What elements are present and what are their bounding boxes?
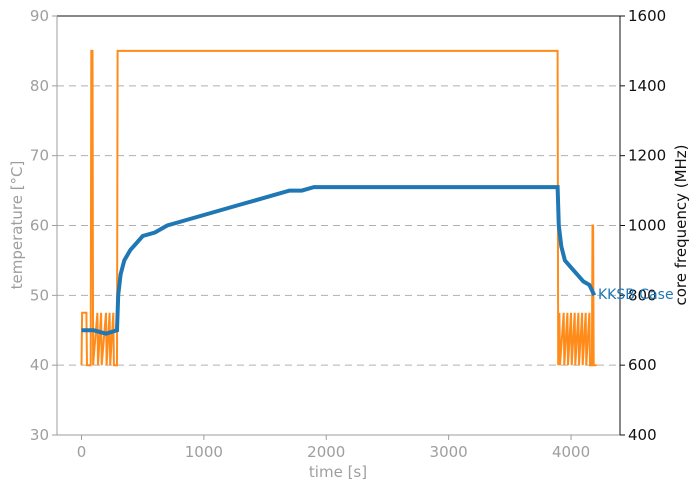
x-axis-label: time [s] xyxy=(309,463,367,481)
temperature-line xyxy=(81,185,597,336)
temperature-series-label: KKSB Case xyxy=(598,287,674,303)
left-tick-label: 80 xyxy=(30,77,49,95)
left-tick-label: 50 xyxy=(30,286,49,304)
frequency-line xyxy=(80,49,597,367)
right-tick-label: 1600 xyxy=(628,7,666,25)
x-tick-label: 0 xyxy=(77,443,87,461)
gridlines xyxy=(57,85,620,366)
x-tick-label: 4000 xyxy=(552,443,590,461)
frequency-series xyxy=(80,49,597,367)
right-tick-label: 800 xyxy=(628,286,657,304)
right-axis-label: core frequency (MHz) xyxy=(672,144,690,305)
x-tick-label: 1000 xyxy=(185,443,223,461)
ticks: 0 1000 2000 3000 4000 30 40 50 60 70 80 90 400 600 800… xyxy=(30,7,666,461)
right-tick-label: 600 xyxy=(628,356,657,374)
right-tick-label: 1200 xyxy=(628,147,666,165)
right-tick-label: 1400 xyxy=(628,77,666,95)
left-tick-label: 30 xyxy=(30,426,49,444)
temperature-series xyxy=(81,185,597,336)
right-tick-label: 1000 xyxy=(628,217,666,235)
left-tick-label: 70 xyxy=(30,147,49,165)
left-tick-label: 40 xyxy=(30,356,49,374)
x-tick-label: 3000 xyxy=(430,443,468,461)
left-tick-label: 90 xyxy=(30,7,49,25)
right-tick-label: 400 xyxy=(628,426,657,444)
left-tick-label: 60 xyxy=(30,217,49,235)
left-axis-label: temperature [°C] xyxy=(8,161,26,290)
x-tick-label: 2000 xyxy=(307,443,345,461)
